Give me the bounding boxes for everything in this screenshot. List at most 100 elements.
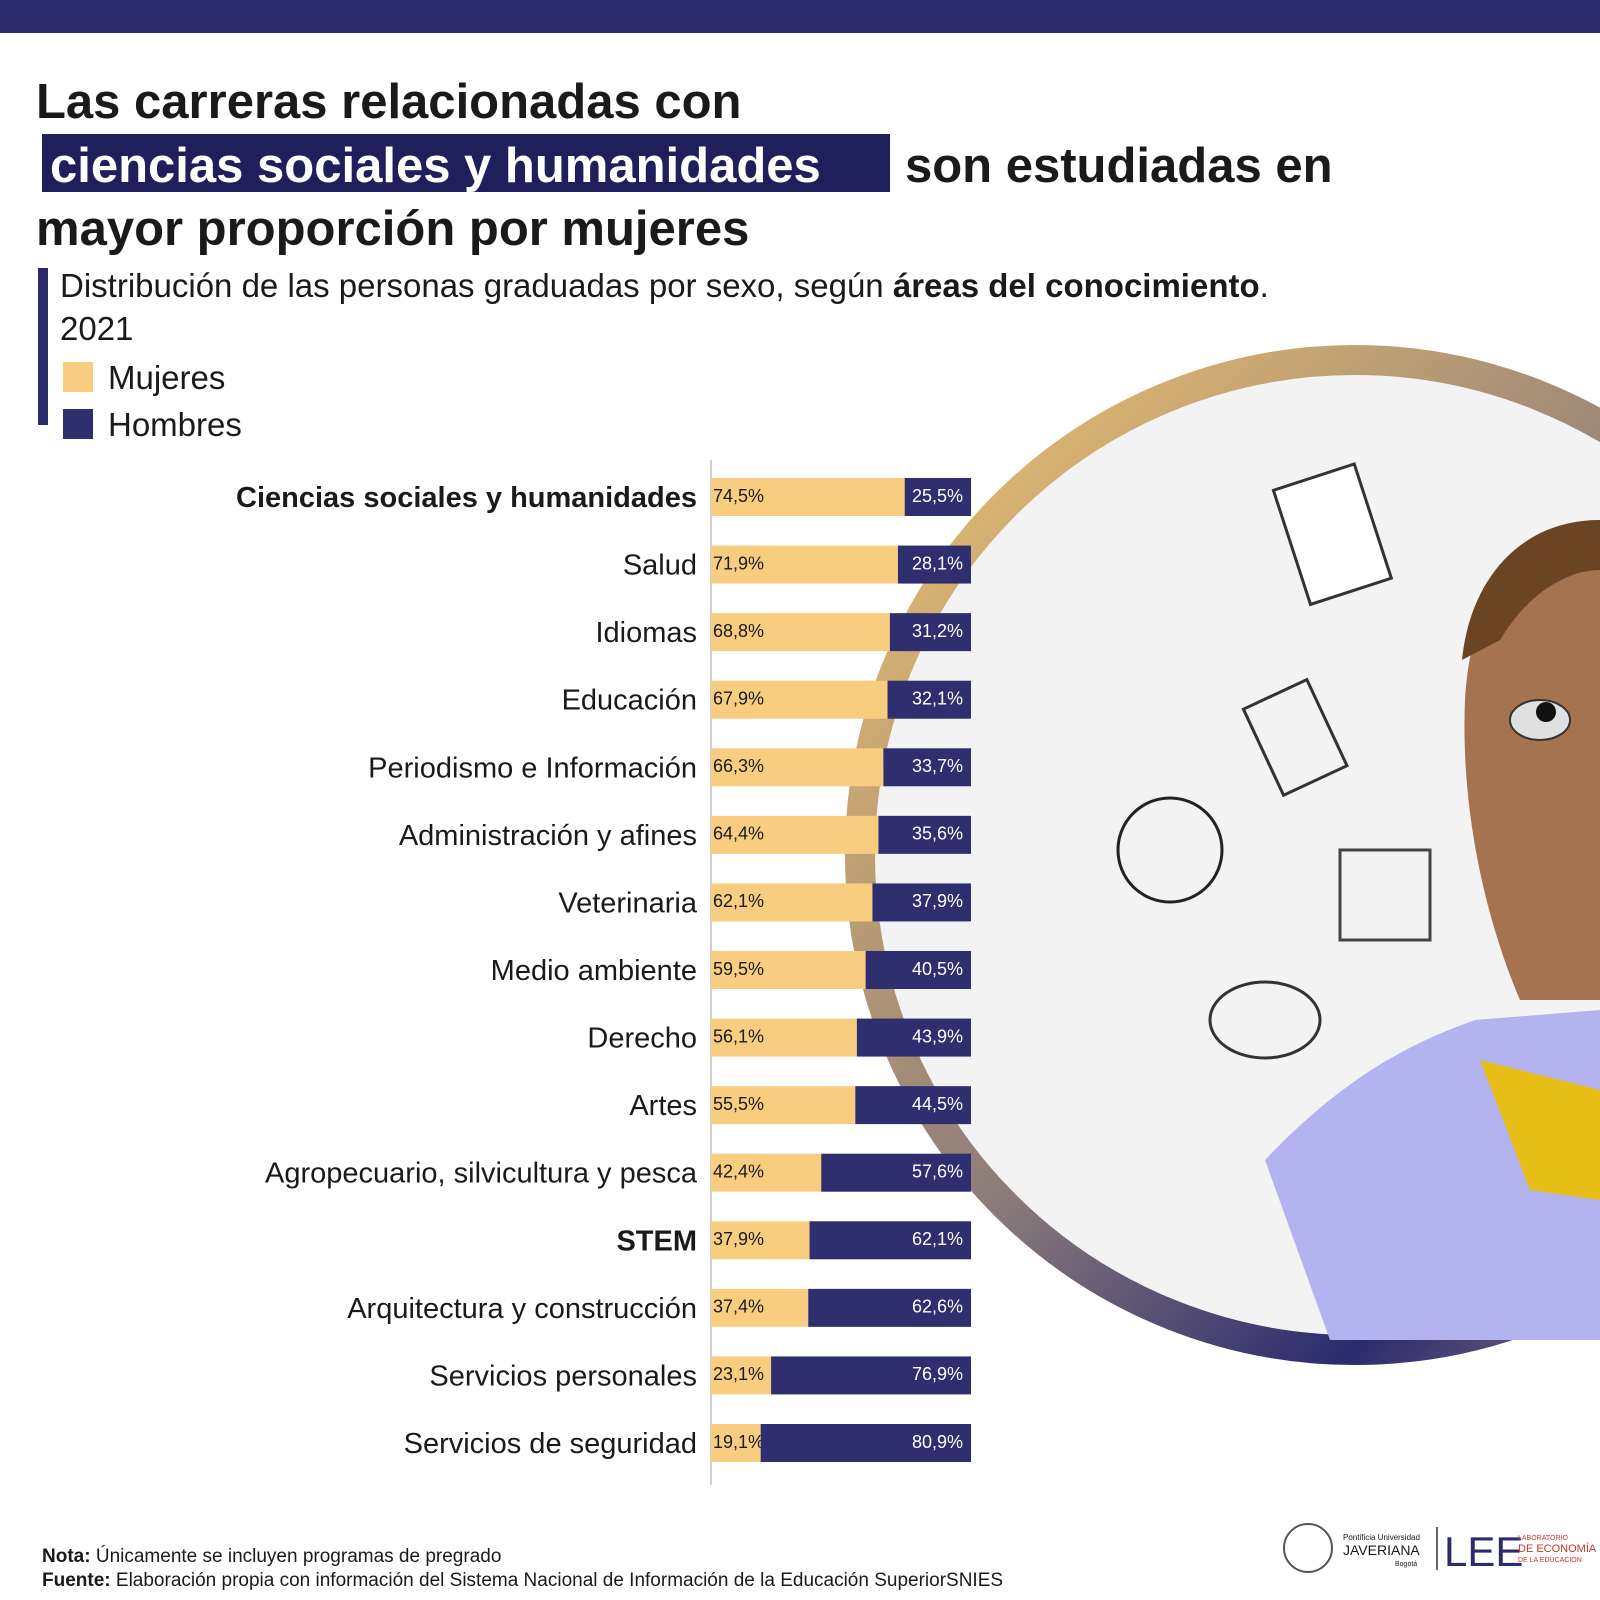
value-label: 31,2% bbox=[912, 621, 963, 641]
category-label: Servicios de seguridad bbox=[404, 1428, 697, 1460]
bar-segment bbox=[711, 613, 890, 652]
value-label: 23,1% bbox=[713, 1364, 764, 1384]
legend-label: Mujeres bbox=[108, 359, 225, 396]
title-highlight bbox=[42, 134, 890, 192]
value-label: 56,1% bbox=[713, 1026, 764, 1046]
category-label: STEM bbox=[616, 1225, 697, 1257]
subtitle-part: . bbox=[1260, 267, 1269, 304]
source-text: Elaboración propia con información del S… bbox=[116, 1570, 1003, 1591]
category-label: Agropecuario, silvicultura y pesca bbox=[265, 1158, 698, 1190]
category-label: Administración y afines bbox=[399, 820, 697, 852]
bar-segment bbox=[711, 1153, 822, 1192]
logo-text: Pontificia Universidad bbox=[1343, 1533, 1420, 1542]
subtitle-bar bbox=[38, 268, 48, 425]
note-label: Nota: bbox=[42, 1546, 91, 1567]
value-label: 62,6% bbox=[912, 1297, 963, 1317]
value-label: 37,4% bbox=[713, 1297, 764, 1317]
subtitle-part: Distribución de las personas graduadas p… bbox=[60, 267, 884, 304]
bar-segment bbox=[711, 478, 905, 516]
bar-segment bbox=[711, 951, 866, 989]
logo-text: DE ECONOMÍA bbox=[1518, 1542, 1597, 1555]
logo-text: LEE bbox=[1444, 1528, 1523, 1575]
title-line: mayor proporción por mujeres bbox=[36, 202, 749, 256]
category-label: Salud bbox=[623, 550, 697, 582]
bar-segment bbox=[711, 748, 884, 787]
bar-segment bbox=[711, 1356, 772, 1395]
note-text: Únicamente se incluyen programas de preg… bbox=[96, 1545, 502, 1567]
bar-segment bbox=[711, 1018, 857, 1057]
value-label: 66,3% bbox=[713, 756, 764, 776]
category-label: Arquitectura y construcción bbox=[347, 1293, 697, 1325]
illustration bbox=[845, 345, 1600, 1365]
bar-segment bbox=[711, 815, 879, 854]
category-label: Idiomas bbox=[595, 617, 697, 649]
legend: Mujeres Hombres bbox=[63, 359, 242, 443]
value-label: 71,9% bbox=[713, 553, 764, 573]
value-label: 37,9% bbox=[713, 1229, 764, 1249]
bar-segment bbox=[711, 883, 873, 922]
subtitle-year: 2021 bbox=[60, 310, 133, 347]
value-label: 44,5% bbox=[912, 1094, 963, 1114]
source: Fuente: Elaboración propia con informaci… bbox=[42, 1570, 1003, 1591]
value-label: 33,7% bbox=[912, 756, 963, 776]
bar-segment bbox=[771, 1356, 971, 1395]
value-label: 19,1% bbox=[713, 1432, 764, 1452]
category-label: Artes bbox=[629, 1090, 697, 1122]
bar-segment bbox=[889, 613, 971, 652]
logo-text: LABORATORIO bbox=[1518, 1535, 1568, 1542]
bar-segment bbox=[760, 1424, 971, 1462]
subtitle-part: áreas del conocimiento bbox=[893, 267, 1260, 304]
logo-text: JAVERIANA bbox=[1343, 1542, 1420, 1558]
value-label: 64,4% bbox=[713, 824, 764, 844]
value-label: 42,4% bbox=[713, 1161, 764, 1181]
value-label: 62,1% bbox=[713, 891, 764, 911]
value-label: 57,6% bbox=[912, 1161, 963, 1181]
value-label: 76,9% bbox=[912, 1364, 963, 1384]
bar-segment bbox=[878, 815, 971, 854]
value-label: 35,6% bbox=[912, 824, 963, 844]
value-label: 62,1% bbox=[912, 1229, 963, 1249]
legend-swatch bbox=[63, 362, 93, 392]
source-label: Fuente: bbox=[42, 1570, 111, 1591]
note: Nota: Únicamente se incluyen programas d… bbox=[42, 1545, 501, 1567]
logos: Pontificia Universidad JAVERIANA Bogotá … bbox=[1283, 1523, 1597, 1575]
bar-segment bbox=[887, 680, 971, 719]
bar-segment bbox=[821, 1153, 971, 1192]
category-label: Medio ambiente bbox=[491, 955, 697, 987]
bar-segment bbox=[711, 545, 898, 584]
value-label: 67,9% bbox=[713, 688, 764, 708]
value-label: 74,5% bbox=[713, 486, 764, 506]
value-label: 37,9% bbox=[912, 891, 963, 911]
top-banner bbox=[0, 0, 1600, 33]
category-label: Educación bbox=[562, 685, 697, 717]
title-line: Las carreras relacionadas con bbox=[36, 75, 741, 129]
value-label: 59,5% bbox=[713, 959, 764, 979]
value-label: 28,1% bbox=[912, 553, 963, 573]
bar-segment bbox=[865, 951, 971, 989]
bars: Ciencias sociales y humanidades 74,5% 25,5… bbox=[236, 478, 971, 1462]
legend-swatch bbox=[63, 409, 93, 439]
bar-segment bbox=[711, 680, 888, 719]
value-label: 55,5% bbox=[713, 1094, 764, 1114]
subtitle: Distribución de las personas graduadas p… bbox=[60, 267, 1269, 304]
logo-text: Bogotá bbox=[1395, 1561, 1417, 1568]
bar-segment bbox=[904, 478, 971, 516]
category-label: Derecho bbox=[587, 1023, 697, 1055]
title-highlight-text: ciencias sociales y humanidades bbox=[50, 139, 821, 193]
bar-segment bbox=[856, 1018, 971, 1057]
value-label: 40,5% bbox=[912, 959, 963, 979]
title-line: son estudiadas en bbox=[905, 139, 1333, 193]
bar-segment bbox=[808, 1288, 971, 1327]
bar-segment bbox=[711, 1424, 761, 1462]
bar-segment bbox=[897, 545, 971, 584]
category-label: Ciencias sociales y humanidades bbox=[236, 482, 697, 514]
value-label: 80,9% bbox=[912, 1432, 963, 1452]
legend-label: Hombres bbox=[108, 406, 242, 443]
value-label: 68,8% bbox=[713, 621, 764, 641]
value-label: 32,1% bbox=[912, 688, 963, 708]
category-label: Periodismo e Información bbox=[368, 752, 697, 784]
logo-text: DE LA EDUCACIÓN bbox=[1518, 1555, 1582, 1564]
category-label: Veterinaria bbox=[558, 887, 698, 919]
bar-segment bbox=[711, 1221, 810, 1260]
